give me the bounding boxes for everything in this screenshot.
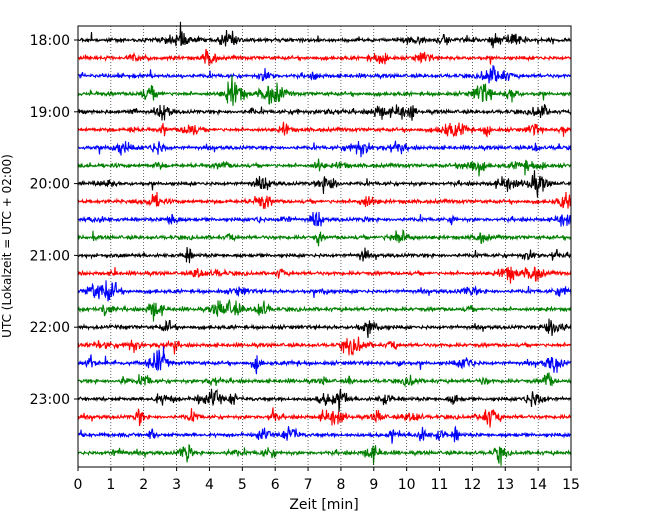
trace-17 (77, 336, 572, 356)
trace-20 (77, 388, 572, 413)
trace-0 (77, 21, 571, 49)
x-tick-label: 2 (139, 477, 148, 493)
x-axis-title: Zeit [min] (289, 497, 358, 513)
trace-14 (77, 280, 572, 302)
trace-18 (77, 346, 572, 375)
x-tick-label: 1 (106, 477, 115, 493)
trace-10 (77, 211, 572, 227)
y-tick-label: 21:00 (30, 248, 70, 264)
x-tick-label: 13 (496, 477, 514, 493)
x-axis: 0 1 2 3 4 5 6 7 8 9 10 11 12 13 14 15 (74, 467, 580, 493)
y-tick-label: 19:00 (30, 105, 70, 121)
trace-23 (77, 444, 572, 466)
x-tick-label: 6 (271, 477, 280, 493)
y-axis-title: UTC (Lokalzeit = UTC + 02:00) (0, 154, 14, 338)
y-tick-label: 23:00 (30, 392, 70, 408)
x-tick-label: 8 (336, 477, 345, 493)
trace-16 (77, 318, 572, 339)
trace-11 (77, 229, 572, 247)
x-tick-label: 9 (369, 477, 378, 493)
x-tick-label: 4 (205, 477, 214, 493)
x-tick-label: 0 (74, 477, 83, 493)
trace-2 (77, 65, 572, 84)
x-tick-label: 3 (172, 477, 181, 493)
y-axis: 18:00 19:00 20:00 21:00 22:00 23:00 (30, 33, 78, 408)
x-tick-label: 15 (562, 477, 580, 493)
trace-15 (77, 298, 572, 322)
trace-9 (77, 191, 572, 210)
x-tick-label: 5 (238, 477, 247, 493)
trace-1 (77, 48, 572, 66)
trace-4 (77, 104, 572, 121)
trace-19 (77, 372, 572, 388)
trace-3 (77, 74, 572, 106)
x-tick-label: 11 (431, 477, 449, 493)
trace-12 (77, 247, 572, 264)
trace-21 (77, 407, 572, 428)
x-tick-label: 14 (529, 477, 547, 493)
trace-22 (77, 425, 572, 444)
x-tick-label: 7 (304, 477, 313, 493)
x-tick-label: 10 (398, 477, 416, 493)
y-tick-label: 22:00 (30, 320, 70, 336)
x-tick-label: 12 (463, 477, 481, 493)
plot-frame (77, 25, 572, 468)
trace-13 (77, 266, 572, 284)
y-tick-label: 18:00 (30, 33, 70, 49)
y-tick-label: 20:00 (30, 177, 70, 193)
trace-6 (77, 140, 572, 158)
trace-5 (77, 121, 572, 138)
traces-group (77, 21, 572, 466)
trace-8 (77, 170, 572, 198)
trace-7 (77, 158, 572, 177)
